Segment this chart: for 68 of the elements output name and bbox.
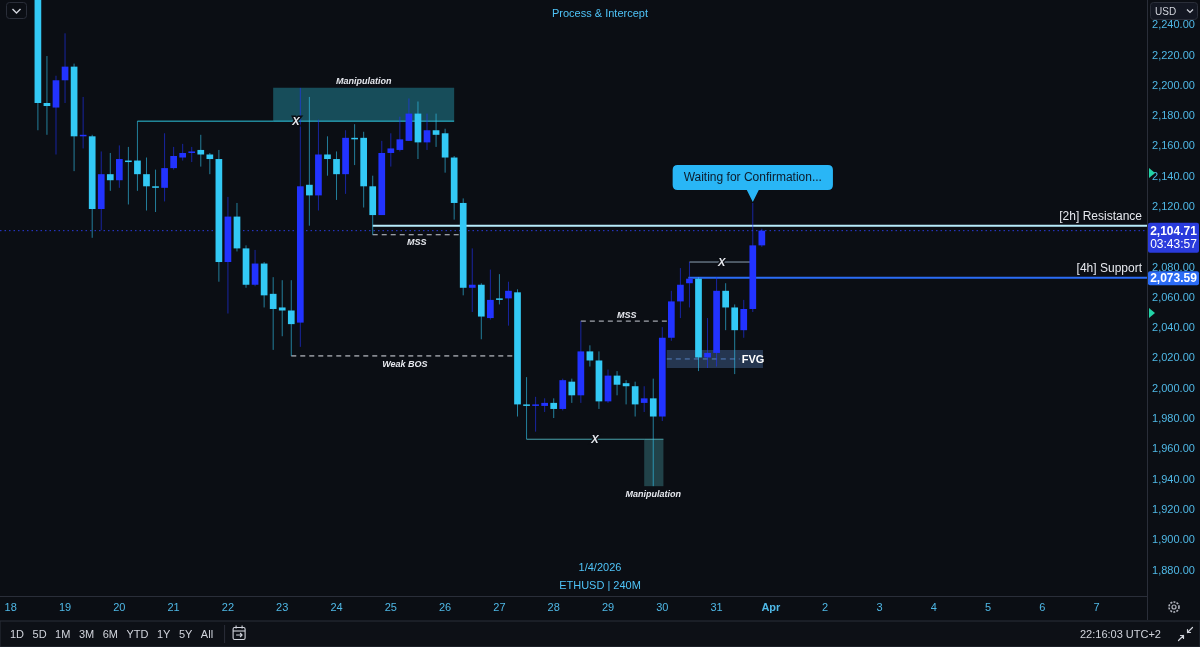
series-label: [2h] Resistance <box>1059 208 1143 223</box>
annotation: ETHUSD | 240M <box>559 579 641 591</box>
text: 1M <box>55 628 71 640</box>
y-tick-label: 2,180.00 <box>1152 109 1195 122</box>
annotation: MSS <box>407 236 427 247</box>
ref-line-label: 2,104.71 <box>1150 223 1198 238</box>
x-tick-label: 6 <box>1039 601 1046 613</box>
y-tick-label: 2,220.00 <box>1152 48 1195 61</box>
series-label: [4h] Support <box>1076 260 1143 275</box>
y-tick-label: 2,120.00 <box>1152 200 1195 212</box>
x-tick-label: 18 <box>4 601 17 613</box>
y-tick-label: 1,980.00 <box>1152 412 1195 425</box>
y-tick-label: 2,240.00 <box>1152 18 1195 31</box>
x-tick-label: 19 <box>58 601 72 613</box>
y-tick-label: 2,020.00 <box>1152 351 1195 364</box>
y-tick-label: 1,960.00 <box>1152 442 1195 455</box>
annotation: X <box>590 433 600 446</box>
y-tick-label: 2,200.00 <box>1152 78 1195 91</box>
x-tick-label: 5 <box>985 601 992 613</box>
x-tick-label: 3 <box>876 601 883 613</box>
y-tick-label: 2,080.00 <box>1152 260 1195 273</box>
x-tick-label: 26 <box>438 601 452 613</box>
annotation: MSS <box>616 310 637 321</box>
x-tick-label: 31 <box>710 601 723 613</box>
annotation: 1/4/2026 <box>578 561 622 573</box>
annotation: X <box>291 115 301 128</box>
x-tick-label: 29 <box>601 601 615 613</box>
y-tick-label: 1,920.00 <box>1152 502 1195 515</box>
x-tick-label: 25 <box>384 601 397 613</box>
text: 1D <box>10 628 25 640</box>
text: Process & Intercept <box>552 7 648 19</box>
x-tick-label: 2 <box>822 601 829 613</box>
x-tick-label: 24 <box>330 601 343 613</box>
y-tick-label: 1,940.00 <box>1152 472 1195 485</box>
x-tick-label: 30 <box>656 601 669 613</box>
annotation: Waiting for Confirmation... <box>683 170 822 185</box>
annotation: X <box>717 256 727 269</box>
text: 5D <box>32 628 47 640</box>
annotation: Weak BOS <box>382 358 428 369</box>
y-tick-label: 2,140.00 <box>1152 169 1195 182</box>
x-tick-label: 27 <box>493 601 506 613</box>
text: 6M <box>102 628 118 640</box>
text: 1Y <box>156 628 172 640</box>
x-tick-label: 28 <box>547 601 560 613</box>
x-tick-label: 21 <box>167 601 180 613</box>
annotation: Manipulation <box>625 488 682 499</box>
text: All <box>200 628 214 640</box>
text: 22:16:03 UTC+2 <box>1079 628 1161 640</box>
text: YTD <box>126 628 149 640</box>
x-tick-label: 23 <box>276 601 289 613</box>
text: 3M <box>78 628 95 640</box>
data-label: 2,073.59 <box>1150 271 1198 286</box>
annotation: Manipulation <box>335 75 392 86</box>
y-tick-label: 2,160.00 <box>1152 139 1195 152</box>
x-tick-label: 20 <box>113 601 126 613</box>
text: USD <box>1155 5 1177 17</box>
x-tick-label: Apr <box>761 601 782 613</box>
text: 03:43:57 <box>1150 236 1198 251</box>
y-tick-label: 2,000.00 <box>1152 381 1195 394</box>
annotation: FVG <box>741 352 765 365</box>
x-tick-label: 7 <box>1093 601 1100 613</box>
y-tick-label: 1,900.00 <box>1152 533 1195 546</box>
y-tick-label: 1,880.00 <box>1152 563 1195 576</box>
y-tick-label: 2,060.00 <box>1152 290 1195 303</box>
x-tick-label: 22 <box>221 601 235 613</box>
y-tick-label: 2,040.00 <box>1152 321 1195 334</box>
text: 5Y <box>178 628 194 640</box>
x-tick-label: 4 <box>930 601 937 613</box>
